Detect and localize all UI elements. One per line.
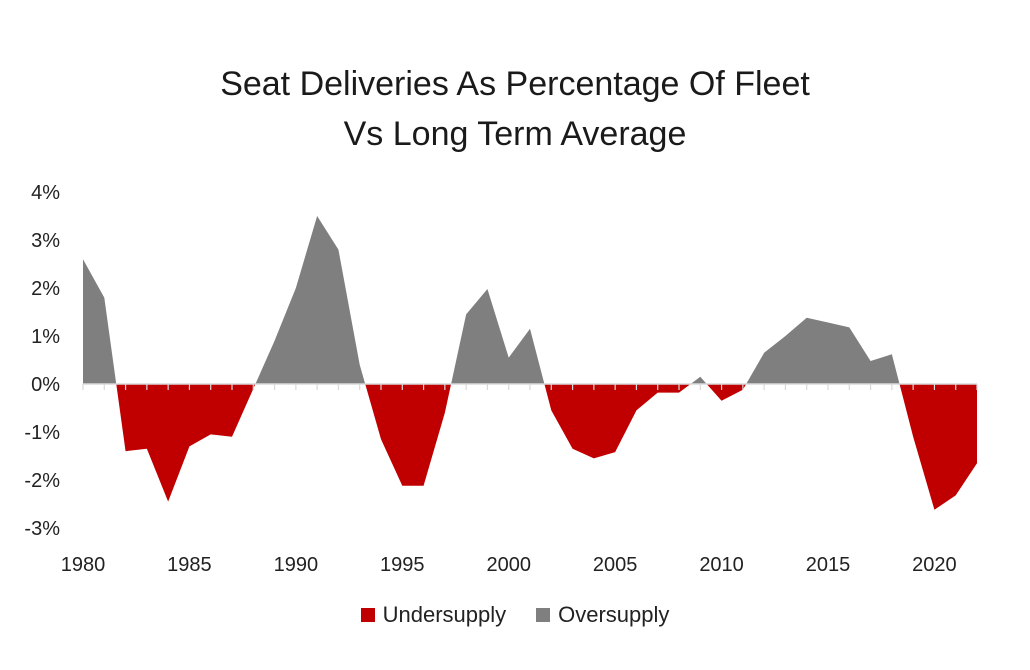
- y-tick-label: 2%: [31, 278, 60, 300]
- chart-title: Seat Deliveries As Percentage Of Fleet: [220, 65, 810, 103]
- legend: Undersupply Oversupply: [0, 602, 1030, 628]
- legend-label-undersupply: Undersupply: [382, 602, 507, 627]
- y-tick-label: -3%: [24, 518, 60, 540]
- x-tick-label: 1995: [380, 554, 425, 576]
- y-tick-label: 4%: [31, 182, 60, 204]
- y-tick-label: -1%: [24, 422, 60, 444]
- area-undersupply: [83, 384, 977, 510]
- chart-subtitle: Vs Long Term Average: [343, 115, 687, 153]
- x-tick-label: 2000: [486, 554, 531, 576]
- legend-swatch-undersupply: [360, 608, 375, 622]
- legend-swatch-oversupply: [536, 608, 551, 622]
- x-tick-label: 2010: [699, 554, 744, 576]
- x-tick-label: 2015: [806, 554, 851, 576]
- y-tick-label: 3%: [31, 230, 60, 252]
- area-chart: 4% 3% 2% 1% 0% -1% -2% -3% 1980 1985 1990 1995 2000…: [24, 182, 978, 576]
- x-tick-label: 1985: [167, 554, 212, 576]
- area-oversupply: [83, 216, 977, 384]
- legend-label-oversupply: Oversupply: [558, 602, 670, 627]
- y-tick-label: -2%: [24, 470, 60, 492]
- legend-item-oversupply: Oversupply: [536, 602, 669, 628]
- legend-item-undersupply: Undersupply: [360, 602, 507, 628]
- x-tick-label: 1980: [61, 554, 106, 576]
- y-tick-label: 0%: [31, 374, 60, 396]
- y-tick-label: 1%: [31, 326, 60, 348]
- x-tick-label: 2005: [593, 554, 638, 576]
- x-tick-label: 2020: [912, 554, 957, 576]
- x-tick-label: 1990: [274, 554, 319, 576]
